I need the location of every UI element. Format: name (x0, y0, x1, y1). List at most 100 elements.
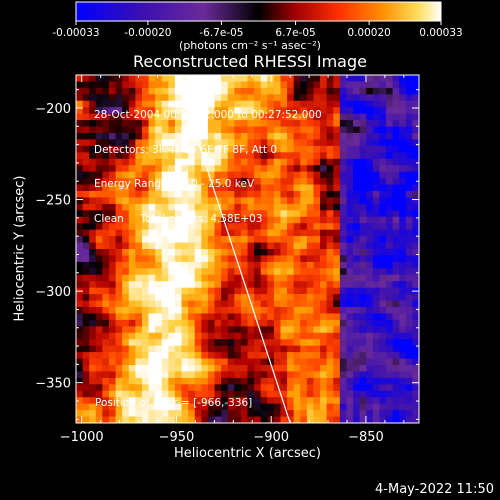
heatmap-cell (227, 223, 235, 231)
heatmap-cell (333, 197, 341, 205)
heatmap-cell (161, 120, 169, 128)
heatmap-cell (412, 152, 419, 160)
heatmap-cell (273, 178, 281, 186)
heatmap-cell (353, 281, 361, 289)
heatmap-cell (188, 274, 196, 282)
heatmap-cell (148, 384, 156, 392)
heatmap-cell (148, 152, 156, 160)
heatmap-cell (95, 242, 103, 250)
heatmap-cell (141, 326, 150, 334)
heatmap-cell (168, 203, 176, 211)
heatmap-cell (135, 294, 143, 302)
heatmap-cell (201, 268, 209, 276)
heatmap-cell (148, 126, 156, 134)
heatmap-cell (221, 410, 229, 418)
heatmap-cell (207, 94, 216, 102)
heatmap-cell (306, 249, 314, 256)
heatmap-cell (300, 287, 308, 295)
heatmap-cell (234, 268, 242, 276)
heatmap-cell (115, 216, 123, 224)
heatmap-cell (399, 287, 407, 295)
heatmap-cell (247, 365, 255, 372)
heatmap-cell (280, 416, 288, 423)
heatmap-cell (353, 249, 361, 256)
heatmap-cell (76, 242, 84, 250)
heatmap-cell (201, 416, 209, 423)
heatmap-cell (234, 229, 242, 237)
heatmap-cell (267, 158, 275, 166)
heatmap-cell (306, 113, 314, 121)
heatmap-cell (207, 203, 216, 211)
heatmap-cell (405, 75, 413, 82)
heatmap-cell (247, 358, 255, 366)
heatmap-cell (273, 100, 281, 108)
heatmap-cell (320, 384, 328, 392)
heatmap-cell (89, 281, 97, 289)
heatmap-cell (326, 339, 334, 347)
heatmap-cell (287, 397, 295, 405)
heatmap-cell (102, 255, 110, 263)
heatmap-cell (267, 178, 275, 186)
heatmap-cell (102, 287, 110, 295)
heatmap-cell (89, 75, 97, 82)
heatmap-cell (386, 268, 394, 276)
heatmap-cell (234, 397, 242, 405)
heatmap-cell (174, 410, 183, 418)
heatmap-cell (221, 249, 229, 256)
heatmap-cell (95, 319, 103, 327)
heatmap-cell (412, 191, 419, 198)
heatmap-cell (260, 294, 268, 302)
heatmap-cell (254, 87, 262, 95)
heatmap-cell (412, 216, 419, 224)
heatmap-cell (372, 120, 380, 128)
heatmap-cell (161, 268, 169, 276)
heatmap-cell (214, 255, 222, 263)
heatmap-cell (181, 339, 189, 347)
plot-frame (75, 74, 420, 424)
heatmap-cell (399, 332, 407, 340)
heatmap-cell (306, 229, 314, 237)
heatmap-cell (122, 113, 130, 121)
heatmap-cell (359, 307, 367, 314)
heatmap-cell (399, 352, 407, 360)
heatmap-cell (181, 145, 189, 153)
heatmap-cell (300, 300, 308, 308)
heatmap-cell (260, 81, 268, 89)
heatmap-cell (128, 377, 136, 385)
heatmap-cell (339, 100, 347, 108)
heatmap-cell (333, 120, 341, 128)
heatmap-cell (359, 152, 367, 160)
heatmap-cell (273, 313, 281, 321)
heatmap-cell (102, 352, 110, 360)
heatmap-cell (108, 223, 117, 231)
heatmap-cell (148, 197, 156, 205)
heatmap-cell (95, 133, 103, 140)
heatmap-cell (260, 371, 268, 379)
heatmap-cell (366, 216, 374, 224)
heatmap-cell (320, 339, 328, 347)
heatmap-cell (148, 203, 156, 211)
heatmap-cell (221, 307, 229, 314)
heatmap-cell (247, 390, 255, 398)
heatmap-cell (141, 236, 150, 244)
heatmap-cell (293, 75, 301, 82)
heatmap-cell (254, 371, 262, 379)
heatmap-cell (76, 229, 84, 237)
heatmap-cell (313, 165, 321, 173)
heatmap-cell (135, 268, 143, 276)
heatmap-cell (76, 139, 84, 147)
heatmap-cell (168, 268, 176, 276)
heatmap-cell (254, 216, 262, 224)
heatmap-cell (214, 300, 222, 308)
heatmap-cell (392, 313, 400, 321)
heatmap-cell (379, 133, 387, 140)
heatmap-cell (155, 281, 163, 289)
heatmap-cell (174, 75, 183, 82)
heatmap-cell (333, 139, 341, 147)
heatmap-cell (300, 107, 308, 115)
heatmap-cell (280, 191, 288, 198)
heatmap-cell (313, 229, 321, 237)
heatmap-cell (306, 81, 314, 89)
heatmap-cell (207, 229, 216, 237)
heatmap-cell (366, 358, 374, 366)
